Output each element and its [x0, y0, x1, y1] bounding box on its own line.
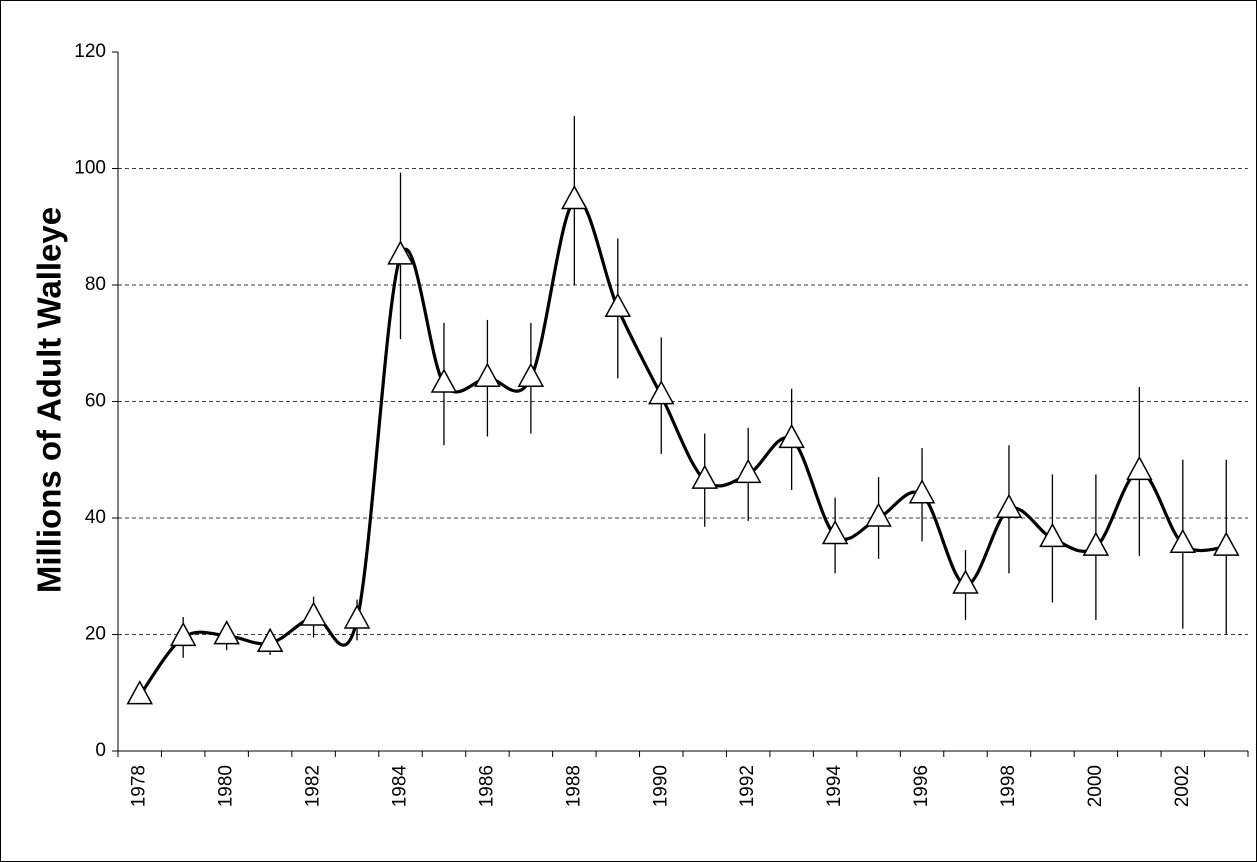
marker: [213, 620, 240, 645]
marker: [1213, 531, 1240, 556]
y-tick-label: 60: [85, 391, 106, 412]
y-axis-label: Millions of Adult Walleye: [31, 207, 68, 593]
marker: [300, 601, 327, 626]
x-tick-label: 1988: [563, 765, 584, 807]
marker: [778, 423, 805, 449]
y-tick-label: 40: [85, 507, 106, 528]
y-tick-label: 120: [74, 41, 106, 62]
marker: [865, 502, 892, 527]
marker: [474, 362, 501, 387]
x-tick-label: 2000: [1085, 765, 1106, 807]
marker: [952, 569, 979, 594]
marker: [1169, 528, 1197, 553]
y-tick-label: 100: [74, 158, 106, 179]
marker: [126, 680, 153, 705]
marker: [821, 519, 849, 545]
x-tick-label: 2002: [1172, 765, 1193, 807]
marker: [648, 380, 675, 405]
x-tick-label: 1992: [737, 765, 758, 807]
marker: [604, 292, 632, 318]
marker: [691, 464, 718, 489]
marker: [517, 362, 545, 387]
x-tick-label: 1984: [390, 765, 411, 808]
marker: [1082, 531, 1110, 556]
x-tick-label: 1998: [998, 765, 1019, 807]
marker: [343, 604, 371, 629]
marker: [387, 240, 414, 265]
marker: [1039, 522, 1066, 548]
line: [138, 197, 1227, 697]
marker: [734, 458, 762, 484]
y-tick-label: 0: [95, 740, 106, 761]
marker: [430, 368, 458, 393]
marker: [908, 479, 936, 504]
x-tick-label: 1994: [824, 765, 845, 808]
x-tick-label: 1990: [650, 765, 671, 807]
y-tick-label: 80: [85, 274, 106, 295]
y-tick-label: 20: [85, 624, 106, 645]
marker: [256, 627, 284, 652]
marker: [169, 621, 197, 647]
marker: [995, 493, 1023, 519]
x-tick-label: 1978: [129, 765, 150, 807]
x-tick-label: 1996: [911, 765, 932, 807]
marker: [561, 184, 588, 210]
marker: [1126, 455, 1153, 481]
x-tick-label: 1982: [303, 765, 324, 807]
x-tick-label: 1986: [476, 765, 497, 807]
x-tick-label: 1980: [216, 765, 237, 807]
